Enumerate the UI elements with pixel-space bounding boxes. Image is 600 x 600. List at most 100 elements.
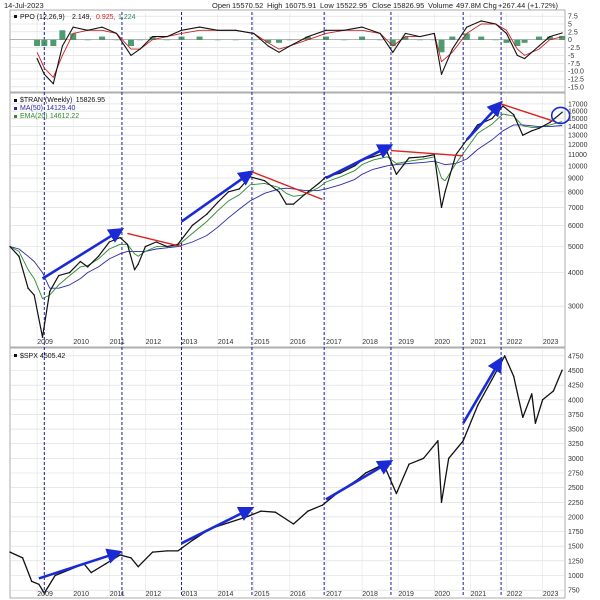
spx-point [260,510,262,512]
price-point [227,191,230,193]
ppo-histogram-bar [34,39,41,46]
price-ytick-label: 11000 [568,152,587,159]
ppo-point [198,26,201,28]
price-point [292,203,295,205]
ppo-histogram-bar [250,39,257,41]
ppo-histogram-bar [514,39,521,46]
ppo-signal-line [36,23,563,78]
ppo-histogram-bar [99,36,106,40]
ppo-point [505,32,508,35]
spx-legend-swatch [14,354,17,357]
price-point [285,203,287,205]
price-highlight-circle [550,106,571,125]
ppo-ytick-label: -12.5 [568,77,584,84]
spx-point [9,551,11,553]
price-ytick-label: 9000 [568,176,584,183]
ppo-point [343,29,345,31]
spx-ytick-label: 1000 [568,573,584,580]
price-legend-swatch [14,99,17,102]
price-ytick-label: 6000 [568,223,584,230]
ppo-ytick-label: 0 [568,37,572,44]
spx-point [274,511,277,513]
price-point [97,255,100,258]
spx-xtick-label: 2013 [182,591,198,598]
xtick-label: 2011 [110,339,125,346]
ppo-legend-name: PPO (12,26,9) [20,14,65,21]
ppo-point [130,54,132,57]
spx-xtick-label: 2018 [362,591,378,598]
ppo-point [61,45,63,47]
ppo-histogram-bar [478,36,485,40]
spx-ytick-label: 4250 [568,383,584,390]
price-point [166,245,168,248]
price-point [108,241,111,243]
spx-point [292,523,295,525]
spx-plot [9,355,563,594]
price-legend-swatch [14,107,17,110]
ppo-point [495,23,497,25]
ppo-legend-value-signal: 0.925, [96,14,116,21]
price-point [444,191,446,193]
spx-point [30,580,33,583]
price-legend-value: 14129.40 [46,105,75,112]
spx-uptrend-arrow [180,506,255,545]
ppo-legend-value-ppo: 2.149, [72,14,92,21]
spx-point [531,393,533,395]
price-uptrend-arrow [41,227,125,280]
ppo-point [392,51,394,53]
price-point [339,172,342,174]
spx-point [104,563,107,565]
price-point [561,111,563,113]
price-point [137,263,139,265]
price-downtrend-line [251,171,323,200]
price-point [133,269,136,271]
ppo-ytick-label: -10.0 [568,69,584,76]
price-ytick-label: 3000 [568,304,584,311]
spx-ytick-label: 2250 [568,500,584,507]
xtick-label: 2017 [326,339,342,346]
spx-point [541,399,544,401]
spx-point [422,457,425,460]
spx-point [166,550,168,552]
price-point [278,191,280,193]
xtick-label: 2020 [434,339,450,346]
price-point [119,236,121,239]
price-point [238,188,240,190]
ppo-histogram-bar [127,39,134,46]
spx-xtick-label: 2023 [543,591,559,598]
ppo-point [480,20,482,22]
price-point [303,194,305,196]
price-point [27,287,29,289]
spx-ytick-label: 4000 [568,397,584,404]
ppo-point [235,29,237,31]
price-legend-swatch [14,115,17,118]
ppo-histogram-bar [113,39,120,41]
price-legend-value: 15826.95 [76,97,105,104]
spx-xtick-label: 2010 [73,591,89,598]
xtick-label: 2015 [254,339,270,346]
spx-legend-value: 4505.42 [40,353,65,360]
ppo-histogram-bar [276,39,283,43]
price-point [9,245,11,248]
spx-point [90,571,92,574]
spx-ytick-label: 1250 [568,558,584,565]
price-legend-name: EMA(20) [20,113,48,120]
ppo-histogram-bar [149,36,156,40]
spx-xtick-label: 2012 [146,591,162,598]
spx-point [21,557,24,559]
spx-xtick-label: 2011 [110,591,125,598]
spx-point [191,539,194,542]
spx-point [503,355,506,357]
price-point [538,127,540,129]
header-open-value: 15570.52 [232,1,263,10]
ppo-point [419,35,421,38]
price-ytick-label: 12000 [568,142,588,149]
price-point [41,336,44,338]
spx-point [448,457,450,460]
xtick-label: 2014 [218,339,234,346]
price-point [318,182,320,185]
ppo-histogram-bar [341,39,348,41]
xtick-label: 2018 [362,339,378,346]
spx-point [462,440,464,442]
spx-point [119,554,121,556]
